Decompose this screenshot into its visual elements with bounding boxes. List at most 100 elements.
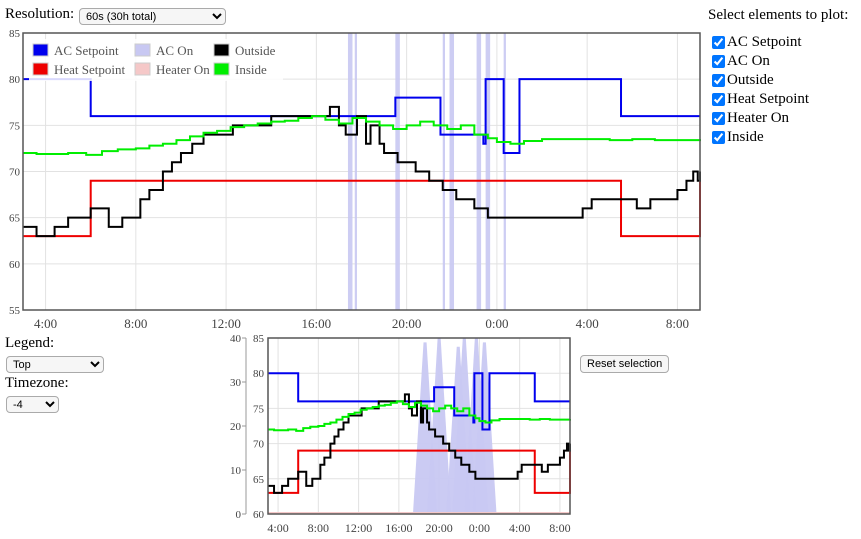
main-series-ac-setpoint — [23, 78, 700, 155]
overview-x-tick-label: 16:00 — [385, 521, 412, 535]
overview-series-ac-setpoint — [268, 372, 570, 431]
main-ac-on-band — [442, 33, 445, 310]
main-ac-on-band — [476, 33, 482, 310]
legend-select[interactable]: Top — [6, 356, 104, 373]
main-plot-area — [23, 33, 700, 310]
main-y-tick-label: 65 — [9, 213, 21, 225]
overview-y-tick-label: 70 — [253, 439, 265, 451]
main-legend: AC Setpoint AC On Outside Heat Setpoint Heat… — [29, 39, 283, 81]
overview-y2-tick-label: 0 — [236, 509, 242, 521]
element-label: Heater On — [727, 110, 790, 126]
main-y-tick-label: 55 — [9, 305, 21, 317]
overview-x-tick-label: 0:00 — [469, 521, 490, 535]
main-ac-on-band — [354, 33, 357, 310]
legend-label: AC Setpoint — [54, 43, 119, 58]
legend-swatch — [213, 62, 230, 76]
main-ac-on-band — [395, 33, 400, 310]
element-checkbox[interactable] — [712, 93, 725, 106]
element-checkbox[interactable] — [712, 36, 725, 49]
overview-ac-on-spike — [464, 338, 489, 514]
main-x-tick-label: 0:00 — [485, 316, 508, 331]
reset-selection-button[interactable]: Reset selection — [580, 355, 670, 373]
overview-y2-tick-label: 30 — [230, 377, 242, 389]
element-checkbox[interactable] — [712, 112, 725, 125]
main-y-tick-label: 80 — [9, 74, 21, 86]
select-elements-label: Select elements to plot: — [708, 7, 849, 23]
overview-ac-on-spike — [472, 342, 497, 514]
overview-y-tick-label: 60 — [253, 509, 265, 521]
overview-series-inside — [268, 400, 571, 432]
overview-y-tick-label: 80 — [253, 368, 265, 380]
main-series-heat-setpoint — [23, 179, 701, 238]
overview-y2-tick-label: 10 — [230, 465, 242, 477]
overview-series-heat-setpoint — [268, 449, 571, 494]
overview-ac-on-spike — [446, 346, 471, 514]
overview-plot-area — [268, 338, 570, 514]
element-checkbox[interactable] — [712, 131, 725, 144]
overview-x-tick-label: 4:00 — [509, 521, 530, 535]
legend-label: Legend: — [5, 335, 55, 351]
main-x-tick-label: 4:00 — [34, 316, 57, 331]
element-row[interactable]: Inside — [712, 128, 809, 147]
legend-swatch — [134, 43, 151, 57]
main-ac-on-band — [485, 33, 491, 310]
legend-label: Outside — [235, 43, 276, 58]
legend-swatch — [213, 43, 230, 57]
element-row[interactable]: Heat Setpoint — [712, 90, 809, 109]
main-y-tick-label: 70 — [9, 167, 21, 179]
main-x-tick-label: 8:00 — [124, 316, 147, 331]
resolution-select[interactable]: 60s (30h total) — [79, 8, 226, 25]
element-checkbox[interactable] — [712, 55, 725, 68]
element-row[interactable]: AC Setpoint — [712, 33, 809, 52]
overview-plot-border — [267, 337, 571, 515]
main-x-tick-label: 12:00 — [211, 316, 241, 331]
main-x-tick-label: 16:00 — [302, 316, 332, 331]
main-x-tick-label: 20:00 — [392, 316, 422, 331]
element-row[interactable]: AC On — [712, 52, 809, 71]
main-series-inside — [23, 115, 701, 156]
element-label: Outside — [727, 72, 774, 88]
overview-x-tick-label: 20:00 — [425, 521, 452, 535]
overview-x-tick-label: 8:00 — [308, 521, 329, 535]
legend-swatch — [32, 43, 49, 57]
overview-ac-on-spike — [452, 338, 477, 514]
main-x-tick-label: 8:00 — [666, 316, 689, 331]
resolution-label: Resolution: — [5, 6, 75, 22]
main-ac-on-band — [503, 33, 506, 310]
main-series-outside — [23, 105, 701, 238]
overview-y-tick-label: 85 — [253, 333, 265, 345]
element-checkbox[interactable] — [712, 74, 725, 87]
main-plot-border — [22, 32, 701, 311]
timezone-select[interactable]: -4 — [6, 396, 59, 413]
main-x-tick-label: 4:00 — [576, 316, 599, 331]
element-label: AC On — [727, 53, 770, 69]
main-legend-box — [29, 39, 283, 81]
main-y-tick-label: 60 — [9, 259, 21, 271]
overview-y2-tick-label: 40 — [230, 333, 242, 345]
timezone-label: Timezone: — [5, 375, 69, 391]
main-y-tick-label: 85 — [9, 28, 21, 40]
overview-y2-tick-label: 20 — [230, 421, 242, 433]
overview-x-tick-label: 8:00 — [549, 521, 570, 535]
legend-label: Heater On — [156, 62, 210, 77]
element-row[interactable]: Heater On — [712, 109, 809, 128]
overview-ac-on-spike — [412, 342, 438, 514]
overview-ac-on-spike — [427, 338, 452, 514]
legend-label: AC On — [156, 43, 194, 58]
overview-x-tick-label: 4:00 — [267, 521, 288, 535]
legend-swatch — [134, 62, 151, 76]
element-row[interactable]: Outside — [712, 71, 809, 90]
legend-label: Heat Setpoint — [54, 62, 126, 77]
overview-x-tick-label: 12:00 — [345, 521, 372, 535]
main-ac-on-band — [449, 33, 455, 310]
main-ac-on-band — [347, 33, 353, 310]
main-y-tick-label: 75 — [9, 120, 21, 132]
element-checkbox-list: AC Setpoint AC On Outside Heat Setpoint Heat… — [712, 33, 809, 147]
element-label: Heat Setpoint — [727, 91, 810, 107]
overview-y-tick-label: 75 — [253, 403, 265, 415]
overview-series-outside — [268, 393, 571, 494]
overview-y-tick-label: 65 — [253, 474, 265, 486]
element-label: AC Setpoint — [727, 34, 802, 50]
element-label: Inside — [727, 129, 764, 145]
legend-label: Inside — [235, 62, 267, 77]
